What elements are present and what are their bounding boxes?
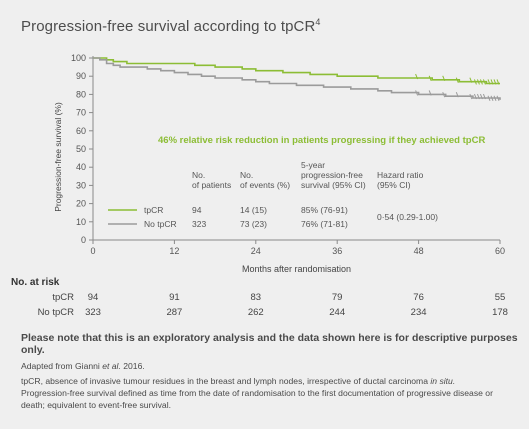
at-risk-row: No tpCR 323 287 262 244 234 178	[0, 307, 529, 321]
censor-mark	[469, 93, 473, 100]
x-tick-label: 48	[414, 246, 424, 256]
y-tick-label: 60	[76, 126, 86, 136]
y-tick-label: 70	[76, 108, 86, 118]
x-axis-label: Months after randomisation	[242, 264, 351, 274]
patients-count: 323	[192, 219, 206, 229]
y-tick-label: 30	[76, 180, 86, 190]
censor-mark	[482, 79, 486, 85]
x-tick-label: 60	[495, 246, 505, 256]
y-tick-label: 90	[76, 71, 86, 81]
censor-mark	[482, 93, 486, 100]
legend-label: tpCR	[144, 205, 163, 215]
legend-header: No.	[192, 170, 205, 180]
legend-header: of events (%)	[240, 180, 290, 190]
events-count: 73 (23)	[240, 219, 267, 229]
censor-mark	[487, 79, 491, 85]
y-tick-label: 50	[76, 144, 86, 154]
x-tick-label: 24	[251, 246, 261, 256]
censor-mark	[442, 92, 446, 98]
censor-mark	[476, 93, 480, 100]
x-tick-label: 12	[169, 246, 179, 256]
at-risk-value: 323	[85, 307, 101, 318]
censor-mark	[469, 77, 473, 83]
x-tick-label: 36	[332, 246, 342, 256]
legend-header: of patients	[192, 180, 231, 190]
at-risk-value: 234	[410, 307, 427, 318]
censor-mark	[473, 79, 477, 85]
hazard-ratio-value: 0·54 (0.29-1.00)	[377, 212, 438, 222]
y-tick-label: 0	[81, 235, 86, 245]
risk-reduction-annotation: 46% relative risk reduction in patients …	[158, 135, 485, 146]
at-risk-heading: No. at risk	[11, 277, 60, 288]
legend-header: survival (95% CI)	[301, 180, 366, 190]
disclaimer-note: Please note that this is an exploratory …	[21, 332, 518, 356]
five-year-pfs: 85% (76-91)	[301, 205, 348, 215]
censor-mark	[487, 95, 491, 102]
at-risk-label: No tpCR	[37, 307, 74, 318]
at-risk-value: 83	[250, 292, 262, 303]
x-tick-label: 0	[90, 246, 95, 256]
censor-mark	[442, 75, 446, 82]
at-risk-value: 79	[331, 292, 343, 303]
censor-mark	[415, 73, 419, 80]
censor-mark	[415, 90, 419, 96]
at-risk-value: 94	[87, 292, 99, 303]
at-risk-value: 262	[247, 307, 264, 318]
legend-label: No tpCR	[144, 219, 177, 229]
tpcr-curve	[93, 57, 500, 85]
y-tick-label: 20	[76, 199, 86, 209]
footnote-source: Adapted from Gianni et al. 2016.	[21, 361, 145, 371]
page-title: Progression-free survival according to t…	[21, 17, 321, 35]
patients-count: 94	[192, 205, 202, 215]
at-risk-value: 55	[494, 292, 506, 303]
footnote-tpcr: tpCR, absence of invasive tumour residue…	[21, 376, 456, 386]
censor-mark	[493, 79, 497, 85]
censor-mark	[473, 93, 477, 100]
at-risk-label: tpCR	[52, 292, 74, 303]
censor-mark	[493, 95, 497, 102]
censor-mark	[455, 92, 459, 98]
y-tick-label: 100	[71, 53, 86, 63]
legend-header: progression-free	[301, 170, 363, 180]
legend-header: (95% CI)	[377, 180, 411, 190]
censor-mark	[479, 93, 483, 100]
at-risk-value: 287	[166, 307, 183, 318]
censor-mark	[490, 79, 494, 85]
at-risk-value: 76	[413, 292, 424, 303]
five-year-pfs: 76% (71-81)	[301, 219, 348, 229]
y-tick-label: 80	[76, 89, 86, 99]
at-risk-value: 244	[329, 307, 346, 318]
no-tpcr-curve	[93, 57, 501, 100]
censor-mark	[490, 95, 494, 102]
legend-header: 5-year	[301, 160, 325, 170]
at-risk-value: 178	[492, 307, 508, 318]
censor-mark	[428, 90, 432, 96]
censor-mark	[428, 75, 432, 82]
footnote-pfs: Progression-free survival defined as tim…	[21, 388, 493, 410]
censor-mark	[496, 95, 500, 102]
y-tick-label: 10	[76, 217, 86, 227]
at-risk-row: tpCR 94 91 83 79 76 55	[0, 292, 529, 306]
events-count: 14 (15)	[240, 205, 267, 215]
legend-header: Hazard ratio	[377, 170, 424, 180]
censor-mark	[476, 79, 480, 85]
censor-mark	[479, 79, 483, 85]
censor-mark	[455, 77, 459, 83]
legend-header: No.	[240, 170, 253, 180]
at-risk-value: 91	[169, 292, 180, 303]
y-axis-label: Progression-free survival (%)	[53, 102, 63, 212]
y-tick-label: 40	[76, 162, 86, 172]
censor-mark	[496, 79, 500, 85]
